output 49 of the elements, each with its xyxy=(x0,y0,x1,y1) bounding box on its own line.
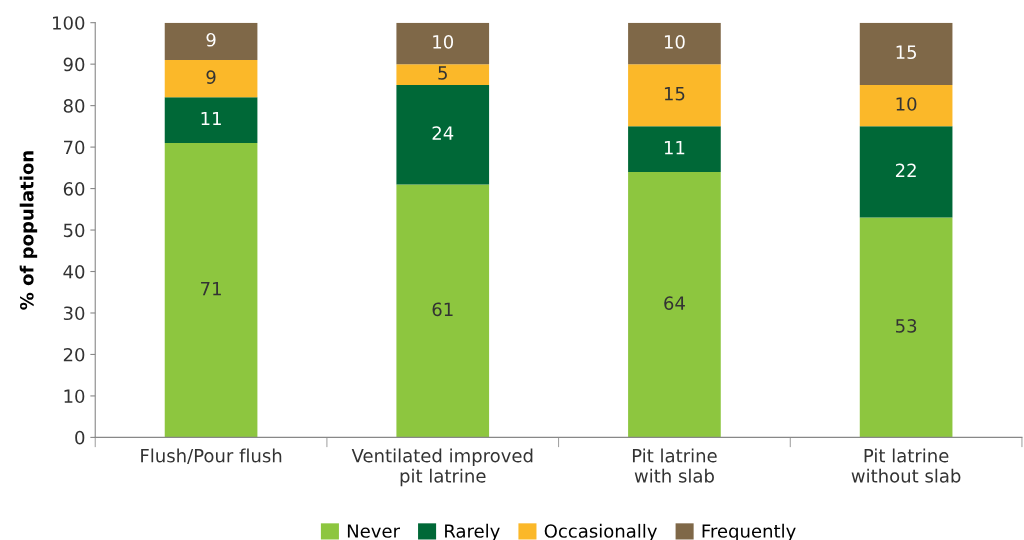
y-tick-label: 30 xyxy=(63,306,85,321)
bar xyxy=(859,22,953,85)
bar xyxy=(396,64,490,85)
data-label: 64 xyxy=(664,296,685,310)
x-tick-label: Flush/Pour flush xyxy=(141,448,282,464)
data-label: 15 xyxy=(664,87,685,101)
bar xyxy=(396,84,490,185)
y-tick-label: 80 xyxy=(63,99,85,113)
bar xyxy=(859,217,953,438)
x-tick-label: Pit latrine without slab xyxy=(851,448,961,483)
y-axis-title: % of population xyxy=(19,151,38,310)
data-label: 9 xyxy=(206,70,216,84)
bar xyxy=(164,22,258,60)
bar xyxy=(396,184,490,438)
data-label: 53 xyxy=(896,319,917,333)
bar xyxy=(628,126,721,172)
data-label: 61 xyxy=(432,302,453,317)
bar xyxy=(396,22,490,65)
bar xyxy=(164,60,258,98)
bar xyxy=(628,64,721,127)
x-tick-label: Ventilated improved pit latrine xyxy=(351,448,533,487)
bar xyxy=(164,97,258,143)
data-label: 10 xyxy=(433,35,454,49)
bar xyxy=(164,142,258,438)
y-tick-label: 0 xyxy=(75,430,85,445)
y-tick-label: 50 xyxy=(63,223,85,238)
data-label: 15 xyxy=(896,45,917,60)
bar xyxy=(859,126,953,218)
y-tick-label: 40 xyxy=(63,264,85,279)
bar xyxy=(859,84,953,127)
y-tick-label: 60 xyxy=(63,182,85,196)
data-label: 9 xyxy=(206,32,216,47)
bar xyxy=(628,171,721,438)
data-label: 10 xyxy=(896,97,917,111)
y-tick-label: 20 xyxy=(63,347,85,362)
x-tick-label: Pit latrine with slab xyxy=(632,448,717,483)
data-label: 24 xyxy=(432,126,454,140)
y-tick-label: 90 xyxy=(63,57,85,72)
data-label: 10 xyxy=(664,35,685,49)
y-tick-label: 100 xyxy=(53,16,85,30)
legend-label: Never xyxy=(347,524,400,538)
data-label: 71 xyxy=(201,281,221,296)
data-label: 11 xyxy=(201,111,221,126)
data-label: 5 xyxy=(438,66,447,80)
data-label: 11 xyxy=(664,140,685,155)
bar xyxy=(628,22,721,65)
y-tick-label: 70 xyxy=(64,140,85,155)
data-label: 22 xyxy=(895,163,916,177)
y-tick-label: 10 xyxy=(64,389,85,404)
